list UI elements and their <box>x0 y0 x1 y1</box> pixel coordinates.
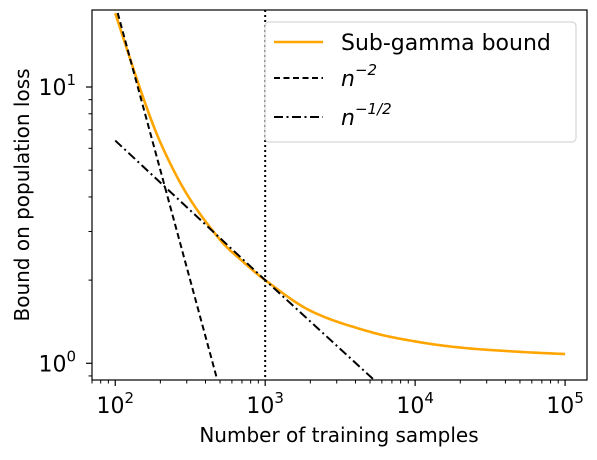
x-tick-label: 105 <box>546 389 584 419</box>
x-tick-label: 103 <box>246 389 284 419</box>
legend-label: n−2 <box>341 61 377 92</box>
y-tick-base: 10 <box>38 352 66 377</box>
x-tick-base: 10 <box>546 394 574 419</box>
n-minus-2-line <box>115 10 219 380</box>
y-tick-label: 100 <box>38 347 76 377</box>
legend-label-base: n <box>341 106 355 131</box>
y-tick-exponent: 1 <box>66 71 76 89</box>
x-tick-exponent: 4 <box>424 389 434 407</box>
plot-frame <box>91 9 588 381</box>
x-tick-exponent: 5 <box>574 389 584 407</box>
x-axis-label: Number of training samples <box>199 423 478 447</box>
n-minus-half-line <box>114 139 376 380</box>
x-tick-label: 102 <box>96 389 134 419</box>
y-tick-base: 10 <box>38 76 66 101</box>
x-tick-base: 10 <box>246 394 274 419</box>
legend-label-exponent: −1/2 <box>355 100 392 118</box>
x-tick-exponent: 3 <box>274 389 284 407</box>
x-tick-base: 10 <box>396 394 424 419</box>
legend-label-base: Sub-gamma bound <box>341 31 551 56</box>
legend-label-base: n <box>341 67 355 92</box>
legend-box <box>264 21 577 143</box>
x-tick-base: 10 <box>96 394 124 419</box>
x-tick-exponent: 2 <box>124 389 134 407</box>
legend-label-exponent: −2 <box>355 61 377 79</box>
y-axis-label: Bound on population loss <box>10 68 34 321</box>
y-tick-label: 101 <box>38 71 76 101</box>
legend-label: Sub-gamma bound <box>341 31 551 56</box>
x-tick-label: 104 <box>396 389 434 419</box>
legend-label: n−1/2 <box>341 100 392 131</box>
y-tick-exponent: 0 <box>66 347 76 365</box>
